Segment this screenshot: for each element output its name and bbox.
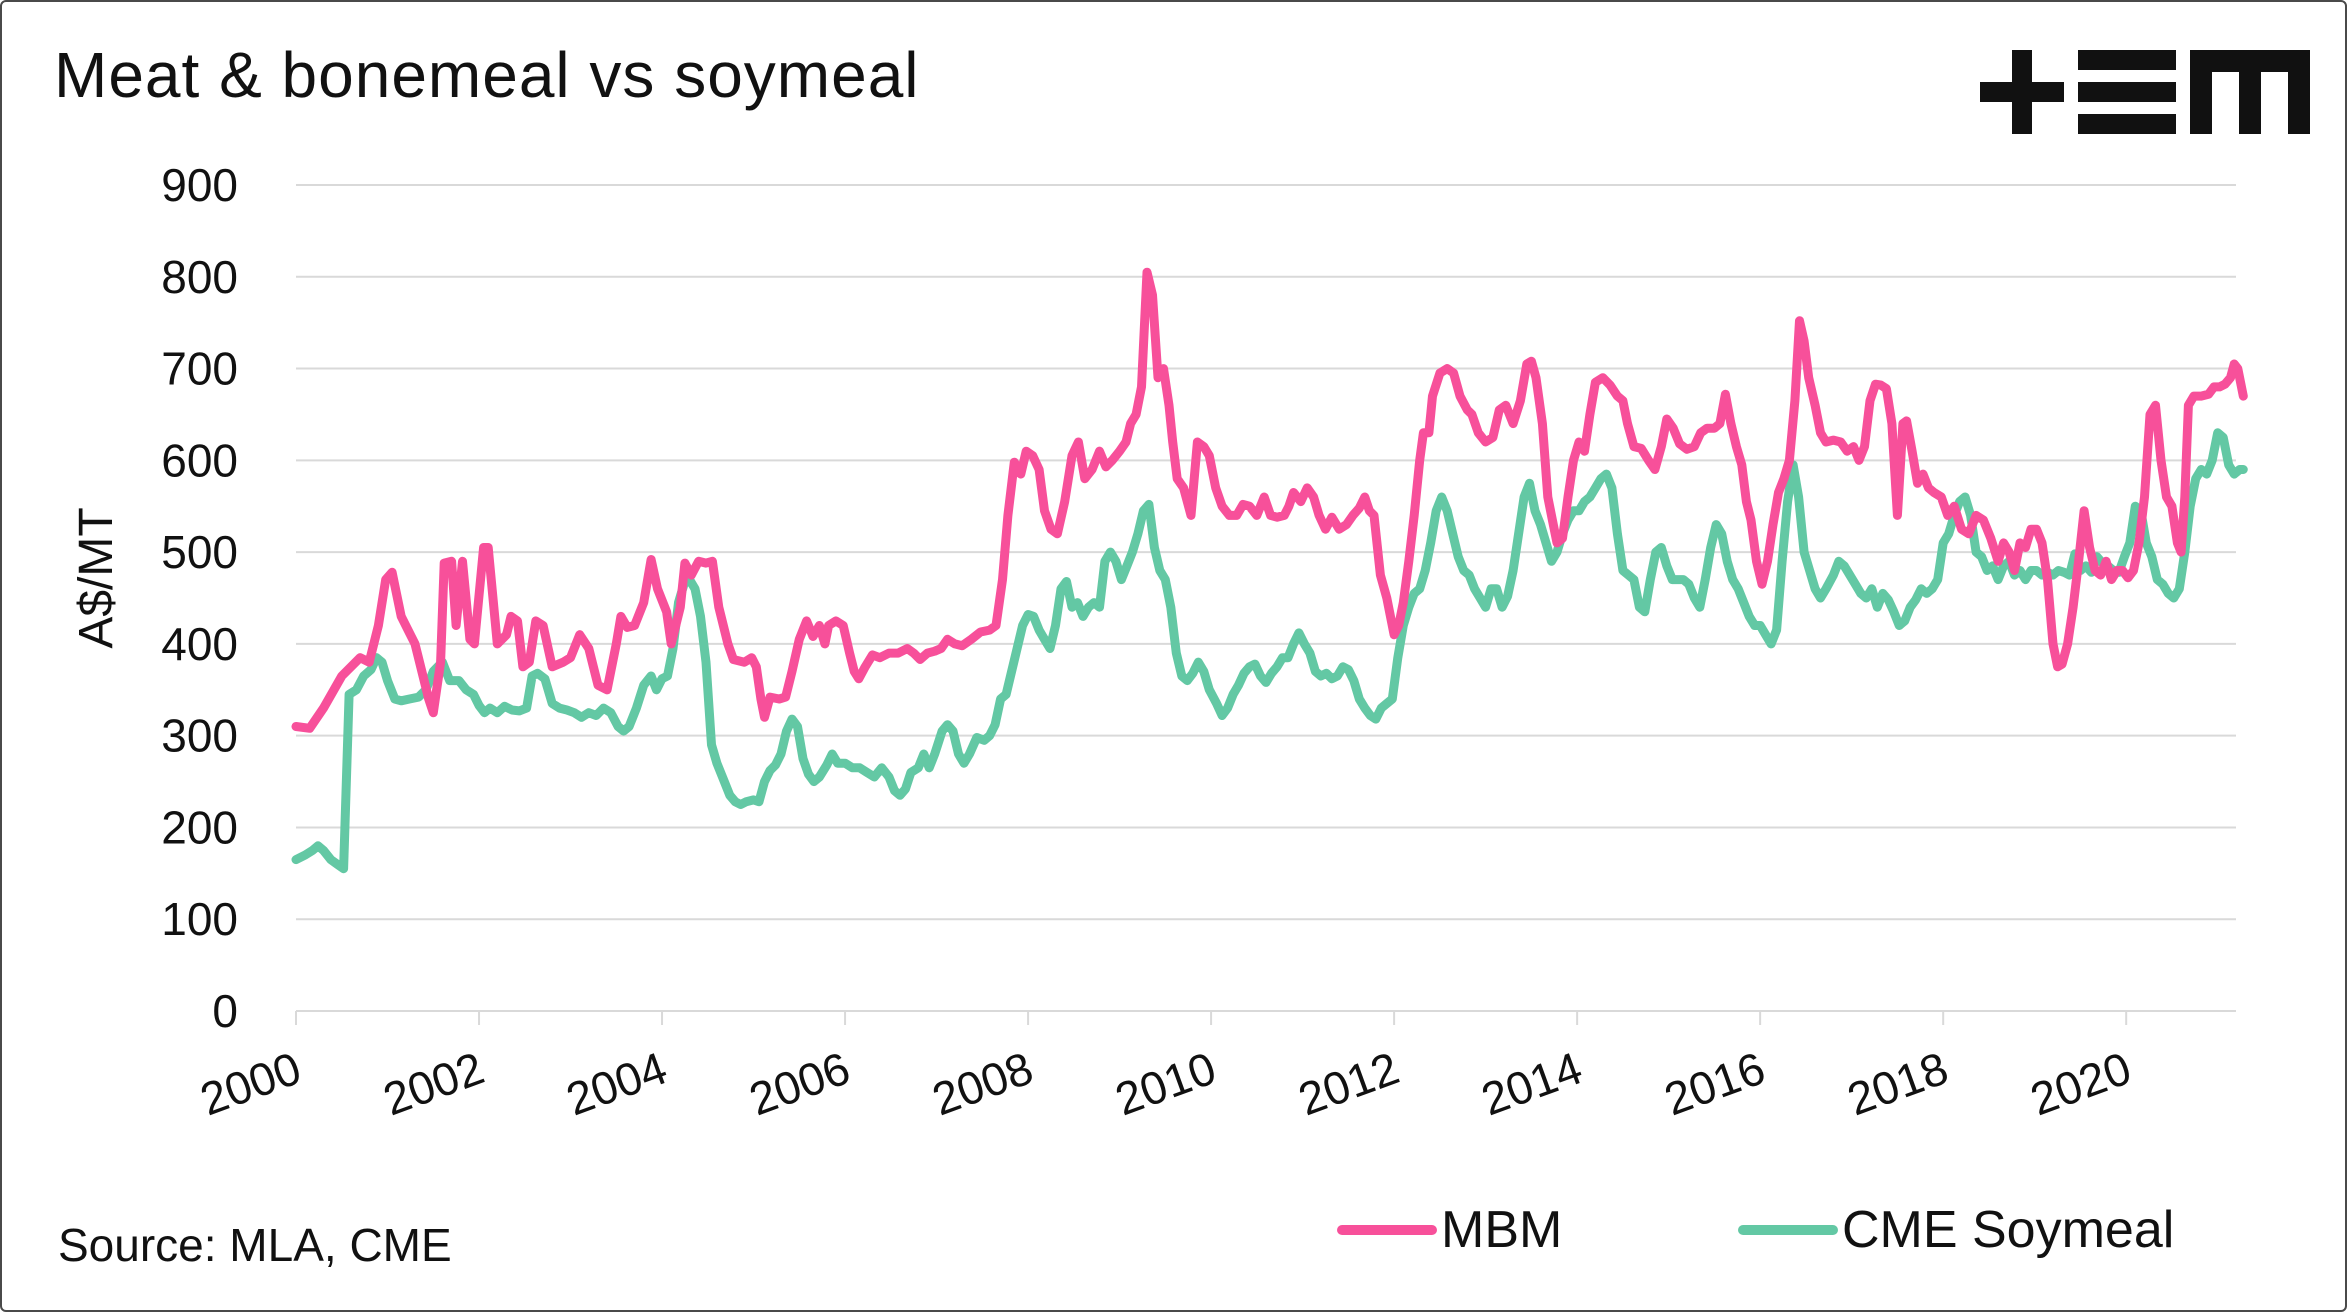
legend-label-mbm: MBM [1441,1201,1563,1259]
y-tick-label: 400 [161,618,238,670]
series-lines [291,267,2248,874]
legend-label-soymeal: CME Soymeal [1842,1201,2175,1259]
y-tick-label: 300 [161,710,238,762]
x-tick-label: 2016 [1658,1042,1772,1126]
brand-logo [1980,50,2310,134]
y-tick-label: 200 [161,801,238,853]
logo-plus-horizontal [1980,82,2064,102]
legend-item-mbm: MBM [1337,1200,1562,1260]
x-tick-label: 2002 [376,1042,490,1126]
legend-swatch-soymeal [1738,1225,1838,1235]
source-note: Source: MLA, CME [58,1219,452,1271]
x-tick-label: 2000 [193,1042,307,1126]
x-tick-label: 2014 [1475,1042,1589,1126]
logo-e-top [2078,50,2176,70]
x-tick-label: 2018 [1841,1042,1955,1126]
x-tick-label: 2004 [560,1042,674,1126]
logo-e-middle [2078,82,2176,102]
legend-swatch-mbm [1337,1225,1437,1235]
x-tick-label: 2020 [2024,1042,2138,1126]
logo-e-bottom [2078,114,2176,134]
y-tick-label: 500 [161,526,238,578]
gridlines [296,184,2236,921]
chart-title: Meat & bonemeal vs soymeal [54,39,920,111]
logo-m [2190,50,2310,134]
x-tick-label: 2010 [1109,1042,1223,1126]
x-tick-label: 2006 [743,1042,857,1126]
y-tick-label: 800 [161,251,238,303]
y-tick-label: 600 [161,434,238,486]
y-axis-title: A$/MT [70,507,123,648]
y-tick-label: 0 [212,985,238,1037]
y-tick-label: 900 [161,159,238,211]
legend-item-soymeal: CME Soymeal [1738,1200,2174,1260]
y-tick-label: 100 [161,893,238,945]
series-line-mbm [291,267,2248,733]
x-tick-label: 2008 [926,1042,1040,1126]
y-tick-label: 700 [161,343,238,395]
x-tick-label: 2012 [1292,1042,1406,1126]
